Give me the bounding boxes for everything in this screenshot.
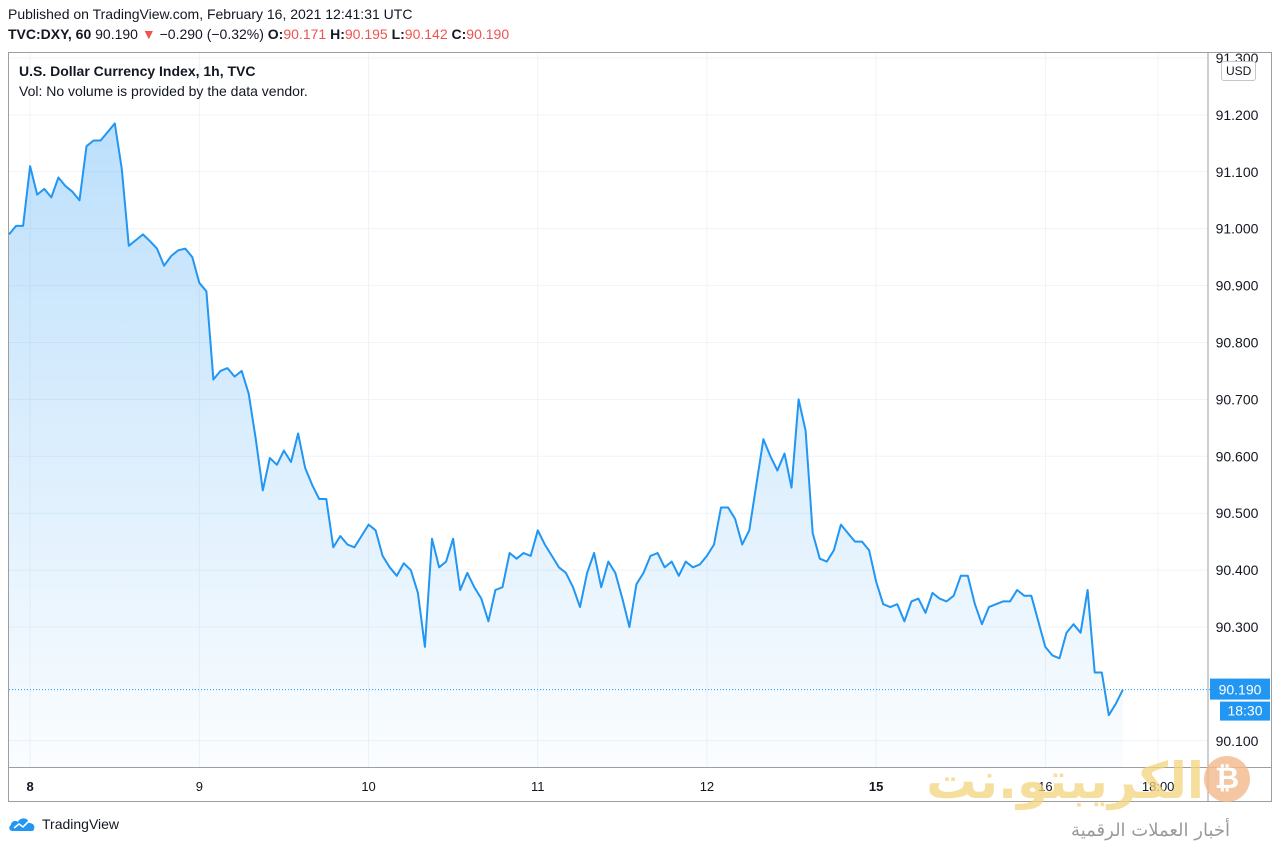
series-area: [9, 123, 1123, 767]
tradingview-brand: TradingView: [42, 816, 120, 832]
series-line[interactable]: [8, 122, 1124, 717]
bitcoin-icon: ₿: [1204, 756, 1250, 802]
y-tick-label: 91.000: [1216, 221, 1259, 237]
symbol-label: TVC:DXY, 60: [8, 26, 92, 42]
x-tick-label: 16: [1038, 779, 1052, 794]
y-tick-label: 90.500: [1216, 505, 1259, 521]
countdown-tag: [1220, 701, 1270, 721]
high-label: H:: [330, 26, 345, 42]
chart-legend-title: U.S. Dollar Currency Index, 1h, TVC: [19, 63, 256, 79]
x-tick-label: 9: [196, 779, 203, 794]
open-label: O:: [267, 26, 284, 42]
x-tick-label: 12: [700, 779, 714, 794]
y-tick-label: 90.800: [1216, 335, 1259, 351]
y-tick-label: 90.900: [1216, 278, 1259, 294]
y-tick-label: 90.400: [1216, 562, 1259, 578]
close-value: 90.190: [466, 26, 510, 42]
y-tick-label: 90.300: [1216, 619, 1259, 635]
last-price-tag: [1210, 678, 1270, 700]
chart-frame: [8, 52, 1272, 802]
volume-note: Vol: No volume is provided by the data v…: [19, 83, 308, 99]
watermark-sub-text: أخبار العملات الرقمية: [1071, 820, 1230, 841]
countdown-tag-text: 18:30: [1227, 703, 1262, 719]
x-tick-label: 11: [531, 779, 545, 794]
x-tick-label: 18:00: [1142, 779, 1175, 794]
x-tick-label: 8: [27, 779, 34, 794]
last-price: 90.190: [95, 26, 138, 42]
open-value: 90.171: [283, 26, 327, 42]
x-tick-label: 10: [361, 779, 375, 794]
change-value: −0.290 (−0.32%): [159, 26, 264, 42]
published-note: Published on TradingView.com, February 1…: [8, 6, 413, 22]
tradingview-logo[interactable]: TradingView: [8, 816, 119, 832]
close-label: C:: [451, 26, 467, 42]
y-tick-label: 90.600: [1216, 448, 1259, 464]
low-label: L:: [391, 26, 405, 42]
y-tick-label: 91.200: [1216, 107, 1259, 123]
quote-line: TVC:DXY, 60 90.190 ▼ −0.290 (−0.32%) O:9…: [8, 26, 509, 42]
y-tick-label: 90.700: [1216, 391, 1259, 407]
low-value: 90.142: [404, 26, 448, 42]
watermark: الكريبتو.نت ₿ أخبار العملات الرقمية: [926, 752, 1270, 844]
y-tick-label: 90.100: [1216, 733, 1259, 749]
watermark-main-text: الكريبتو.نت: [926, 752, 1204, 810]
down-arrow-icon: ▼: [141, 26, 156, 42]
high-value: 90.195: [344, 26, 388, 42]
last-price-tag-text: 90.190: [1219, 682, 1262, 698]
y-tick-label: 91.100: [1216, 164, 1259, 180]
tradingview-cloud-icon: [9, 818, 35, 831]
currency-badge[interactable]: USD: [1221, 61, 1257, 81]
x-tick-label: 15: [869, 779, 883, 794]
